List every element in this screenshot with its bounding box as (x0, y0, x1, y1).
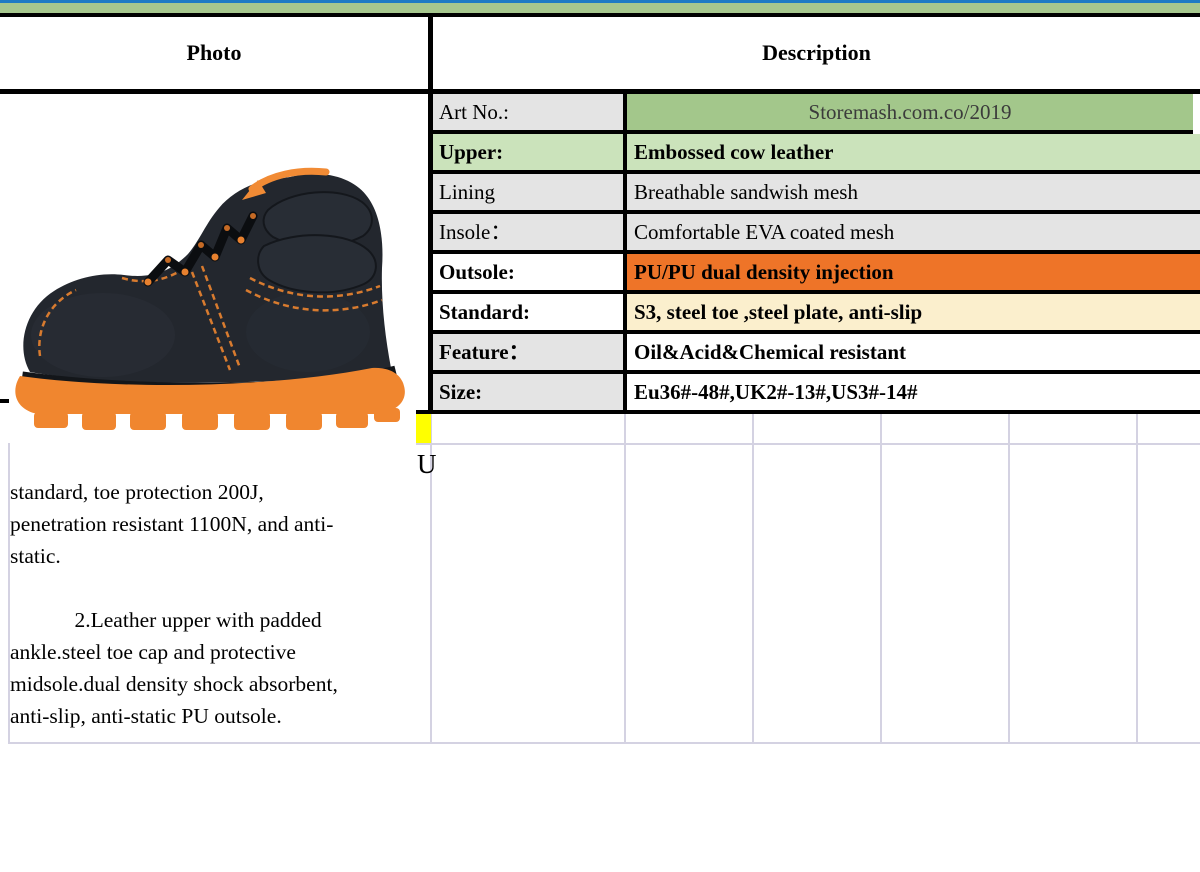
spec-value-standard: S3, steel toe ,steel plate, anti-slip (627, 294, 1200, 334)
spec-label-standard: Standard: (433, 294, 623, 334)
gridline-vertical (8, 443, 10, 742)
spec-label-insole: Insole： (433, 214, 623, 254)
gridline-horizontal (416, 443, 1200, 445)
note-paragraph-2: 2.Leather upper with padded ankle.steel … (10, 608, 338, 728)
clipped-cell-text: U (417, 449, 437, 479)
spec-value-outsole: PU/PU dual density injection (627, 254, 1200, 294)
product-notes: standard, toe protection 200J, penetrati… (10, 476, 428, 732)
gridline-horizontal (8, 742, 1200, 744)
gridline-vertical (1136, 414, 1138, 744)
note-paragraph-1: standard, toe protection 200J, penetrati… (10, 480, 334, 568)
left-edge-border-tick (0, 399, 9, 403)
label-value-divider (623, 94, 627, 414)
photo-header-label: Photo (186, 40, 242, 65)
spec-value-feature: Oil&Acid&Chemical resistant (627, 334, 1200, 374)
spec-value-upper: Embossed cow leather (627, 134, 1200, 174)
spec-label-outsole: Outsole: (433, 254, 623, 294)
table-bottom-border-segment (416, 410, 433, 414)
gridline-vertical (624, 414, 626, 744)
spec-value-insole: Comfortable EVA coated mesh (627, 214, 1200, 254)
top-blue-strip (0, 0, 1200, 3)
safety-boot-illustration (15, 167, 405, 430)
gridline-vertical (880, 414, 882, 744)
spec-label-feature: Feature： (433, 334, 623, 374)
spec-label-lining: Lining (433, 174, 623, 214)
spec-value-lining: Breathable sandwish mesh (627, 174, 1200, 214)
top-green-banner (0, 3, 1200, 17)
description-header-label: Description (762, 40, 871, 65)
spec-value-size: Eu36#-48#,UK2#-13#,US3#-14# (627, 374, 1200, 414)
spec-label-size: Size: (433, 374, 623, 414)
gridline-vertical (430, 414, 432, 744)
gridline-vertical (752, 414, 754, 744)
gridline-vertical (1008, 414, 1010, 744)
spec-label-art-no: Art No.: (433, 94, 623, 134)
spec-value-art-no: Storemash.com.co/2019 (627, 94, 1193, 134)
product-photo-boot (8, 160, 410, 440)
highlighted-cell (416, 414, 431, 443)
description-column-header: Description (433, 17, 1200, 94)
photo-column-header: Photo (0, 17, 428, 94)
spec-label-upper: Upper: (433, 134, 623, 174)
column-divider (428, 17, 433, 414)
